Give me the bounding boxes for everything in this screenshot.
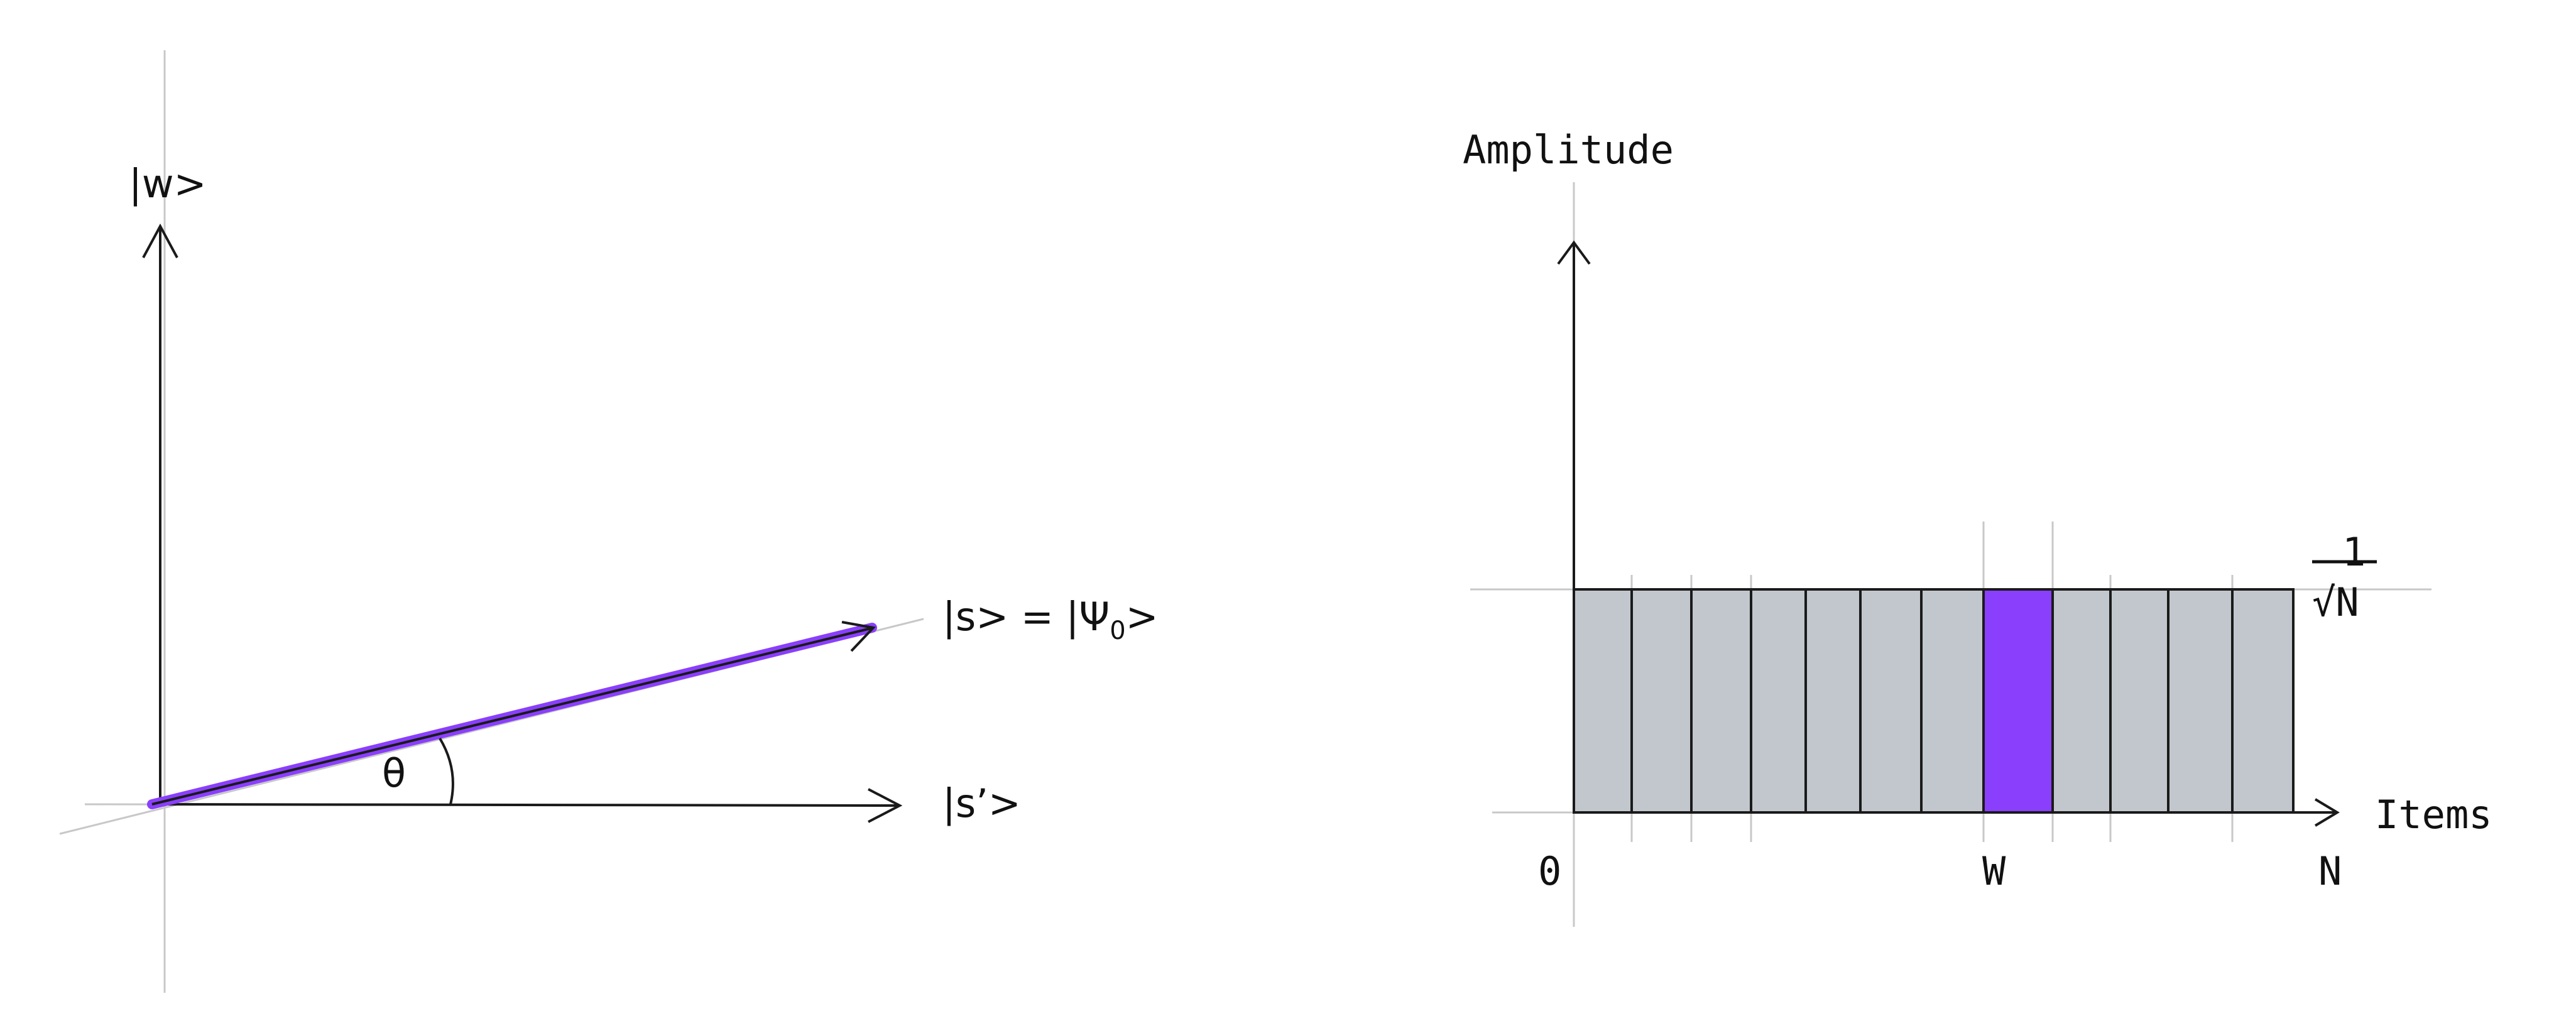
item-bar: [1573, 588, 1633, 814]
state-vector-arrow: [151, 621, 876, 806]
s-prime-axis-arrow: [150, 788, 903, 823]
item-bar: [2231, 588, 2295, 814]
amplitude-denominator: √N: [2312, 579, 2359, 625]
amplitude-axis-label: Amplitude: [1463, 127, 1674, 173]
item-bar: [1750, 588, 1807, 814]
item-bar: [1804, 588, 1862, 814]
item-bar: [2109, 588, 2169, 814]
amplitude-bars: [1573, 522, 2295, 842]
items-axis-label: Items: [2375, 792, 2492, 838]
tick-label-0: 0: [1538, 848, 1561, 894]
theta-arc: [439, 737, 454, 805]
amplitude-numerator: 1: [2342, 529, 2366, 575]
item-bar: [1920, 588, 1985, 814]
theta-label: θ: [382, 750, 406, 796]
amplitude-axis-arrow: [1557, 240, 1591, 812]
tick-label-n: N: [2318, 848, 2342, 894]
geometric-view: |w> θ |s> = |Ψ0> |s’>: [59, 50, 1159, 993]
w-label: |w>: [129, 161, 207, 207]
amplitude-view: Amplitude Items 0 W N 1 √N: [1463, 127, 2492, 927]
item-bar: [1690, 588, 1752, 814]
item-bar: [2051, 588, 2112, 814]
marked-item-bar: [1982, 588, 2054, 814]
item-bar: [1630, 588, 1693, 814]
item-bar: [2167, 588, 2234, 814]
item-bar: [1859, 588, 1923, 814]
tick-label-w: W: [1982, 848, 2006, 894]
s-prime-label: |s’>: [942, 780, 1021, 827]
items-axis-arrow: [1574, 798, 2340, 827]
w-axis-arrow: [142, 223, 178, 806]
s-psi-label: |s> = |Ψ0>: [942, 594, 1159, 645]
